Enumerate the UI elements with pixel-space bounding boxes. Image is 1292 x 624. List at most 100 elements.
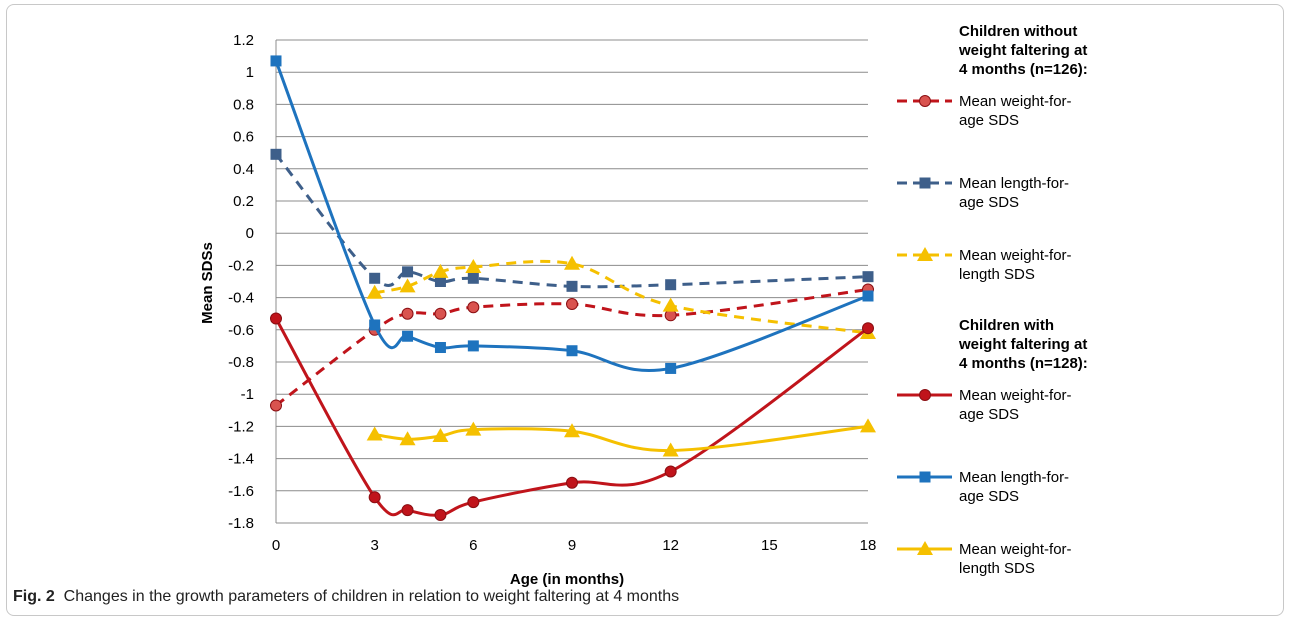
legend-label: age SDS bbox=[959, 406, 1019, 423]
data-point bbox=[369, 272, 381, 284]
legend-label: Mean weight-for- bbox=[959, 247, 1072, 264]
data-point bbox=[566, 476, 578, 489]
legend-item: Mean length-for-age SDS bbox=[897, 469, 1069, 505]
data-point bbox=[465, 259, 482, 274]
data-point bbox=[467, 340, 479, 352]
legend-heading: weight faltering at bbox=[958, 336, 1087, 353]
data-point bbox=[467, 496, 480, 509]
y-tick-label: -0.6 bbox=[228, 322, 254, 339]
legend-marker bbox=[919, 471, 931, 483]
data-point bbox=[434, 276, 446, 287]
legend-heading: 4 months (n=126): bbox=[959, 61, 1088, 78]
series-4 bbox=[270, 55, 874, 374]
x-tick-label: 12 bbox=[662, 537, 679, 554]
legend-heading: 4 months (n=128): bbox=[959, 355, 1088, 372]
data-point bbox=[432, 428, 449, 443]
data-point bbox=[399, 431, 416, 446]
y-tick-label: 1 bbox=[246, 64, 254, 81]
data-point bbox=[862, 290, 874, 302]
data-point bbox=[402, 330, 414, 342]
series-line bbox=[274, 60, 869, 373]
legend-label: length SDS bbox=[959, 560, 1035, 577]
data-point bbox=[664, 465, 677, 478]
data-point bbox=[368, 491, 381, 504]
legend-item: Mean weight-for-length SDS bbox=[897, 247, 1072, 283]
y-axis-title: Mean SDSs bbox=[199, 242, 216, 324]
data-point bbox=[434, 508, 447, 521]
caption-text: Changes in the growth parameters of chil… bbox=[63, 588, 680, 605]
legend-label: age SDS bbox=[959, 194, 1019, 211]
legend-heading: Children with bbox=[959, 317, 1054, 334]
data-point bbox=[434, 342, 446, 354]
y-tick-label: 0.4 bbox=[233, 161, 254, 178]
series-layer bbox=[270, 55, 876, 521]
y-tick-label: -1.6 bbox=[228, 483, 254, 500]
axes: 1.2 1 0.8 0.6 0.4 0.2 0 -0.2 -0.4 -0.6 -0.8 -1 -1.2 -… bbox=[228, 32, 876, 554]
caption-label: Fig. 2 bbox=[13, 588, 55, 605]
legend-label: Mean weight-for- bbox=[959, 387, 1072, 404]
y-tick-label: 0.6 bbox=[233, 129, 254, 146]
data-point bbox=[369, 319, 381, 331]
x-tick-label: 0 bbox=[272, 537, 280, 554]
x-tick-label: 3 bbox=[370, 537, 378, 554]
y-tick-label: 0 bbox=[246, 225, 254, 242]
data-point bbox=[860, 418, 876, 433]
legend-label: Mean weight-for- bbox=[959, 93, 1072, 110]
legend-label: Mean length-for- bbox=[959, 175, 1069, 192]
legend-item: Mean weight-for-age SDS bbox=[897, 93, 1072, 129]
y-tick-label: -0.8 bbox=[228, 354, 254, 371]
data-point bbox=[366, 426, 383, 441]
legend-item: Mean weight-for-length SDS bbox=[897, 541, 1072, 577]
y-tick-label: -1.2 bbox=[228, 418, 254, 435]
legend-heading: Children without bbox=[959, 23, 1077, 40]
data-point bbox=[432, 263, 449, 278]
series-5 bbox=[366, 418, 876, 457]
data-point bbox=[399, 278, 416, 293]
series-line bbox=[374, 259, 869, 335]
data-point bbox=[270, 148, 282, 160]
legend-item: Mean weight-for-age SDS bbox=[897, 387, 1072, 423]
data-point bbox=[665, 362, 677, 374]
y-tick-label: 0.8 bbox=[233, 96, 254, 113]
data-point bbox=[566, 280, 578, 292]
y-tick-label: -1.4 bbox=[228, 451, 254, 468]
x-axis-title: Age (in months) bbox=[510, 571, 624, 588]
data-point bbox=[366, 284, 383, 299]
figure-frame bbox=[6, 4, 1284, 616]
data-point bbox=[662, 442, 679, 457]
y-tick-label: 0.2 bbox=[233, 193, 254, 210]
legend-label: age SDS bbox=[959, 488, 1019, 505]
data-point bbox=[270, 55, 282, 67]
x-tick-label: 15 bbox=[761, 537, 778, 554]
data-point bbox=[467, 301, 480, 314]
legend-marker bbox=[917, 541, 933, 555]
y-tick-label: -0.2 bbox=[228, 257, 254, 274]
legend-marker bbox=[919, 177, 931, 189]
data-point bbox=[662, 297, 679, 312]
y-tick-label: -0.4 bbox=[228, 290, 254, 307]
series-line bbox=[374, 424, 869, 453]
x-tick-label: 9 bbox=[568, 537, 576, 554]
legend-label: length SDS bbox=[959, 266, 1035, 283]
legend-label: Mean length-for- bbox=[959, 469, 1069, 486]
data-point bbox=[270, 399, 282, 412]
legend-marker bbox=[917, 247, 933, 261]
data-point bbox=[465, 421, 482, 436]
data-point bbox=[401, 504, 414, 517]
data-point bbox=[401, 307, 414, 320]
data-point bbox=[862, 322, 874, 335]
legend-label: age SDS bbox=[959, 112, 1019, 129]
data-point bbox=[402, 266, 414, 278]
y-tick-label: -1 bbox=[241, 386, 254, 403]
data-point bbox=[566, 298, 578, 311]
data-point bbox=[564, 423, 580, 438]
series-3 bbox=[270, 312, 874, 521]
series-2 bbox=[366, 255, 876, 340]
data-point bbox=[862, 271, 874, 283]
x-tick-label: 18 bbox=[860, 537, 877, 554]
series-1 bbox=[270, 148, 874, 292]
legend-heading: weight faltering at bbox=[958, 42, 1087, 59]
legend: Children without weight faltering at 4 mon… bbox=[897, 23, 1088, 577]
data-point bbox=[467, 272, 479, 284]
